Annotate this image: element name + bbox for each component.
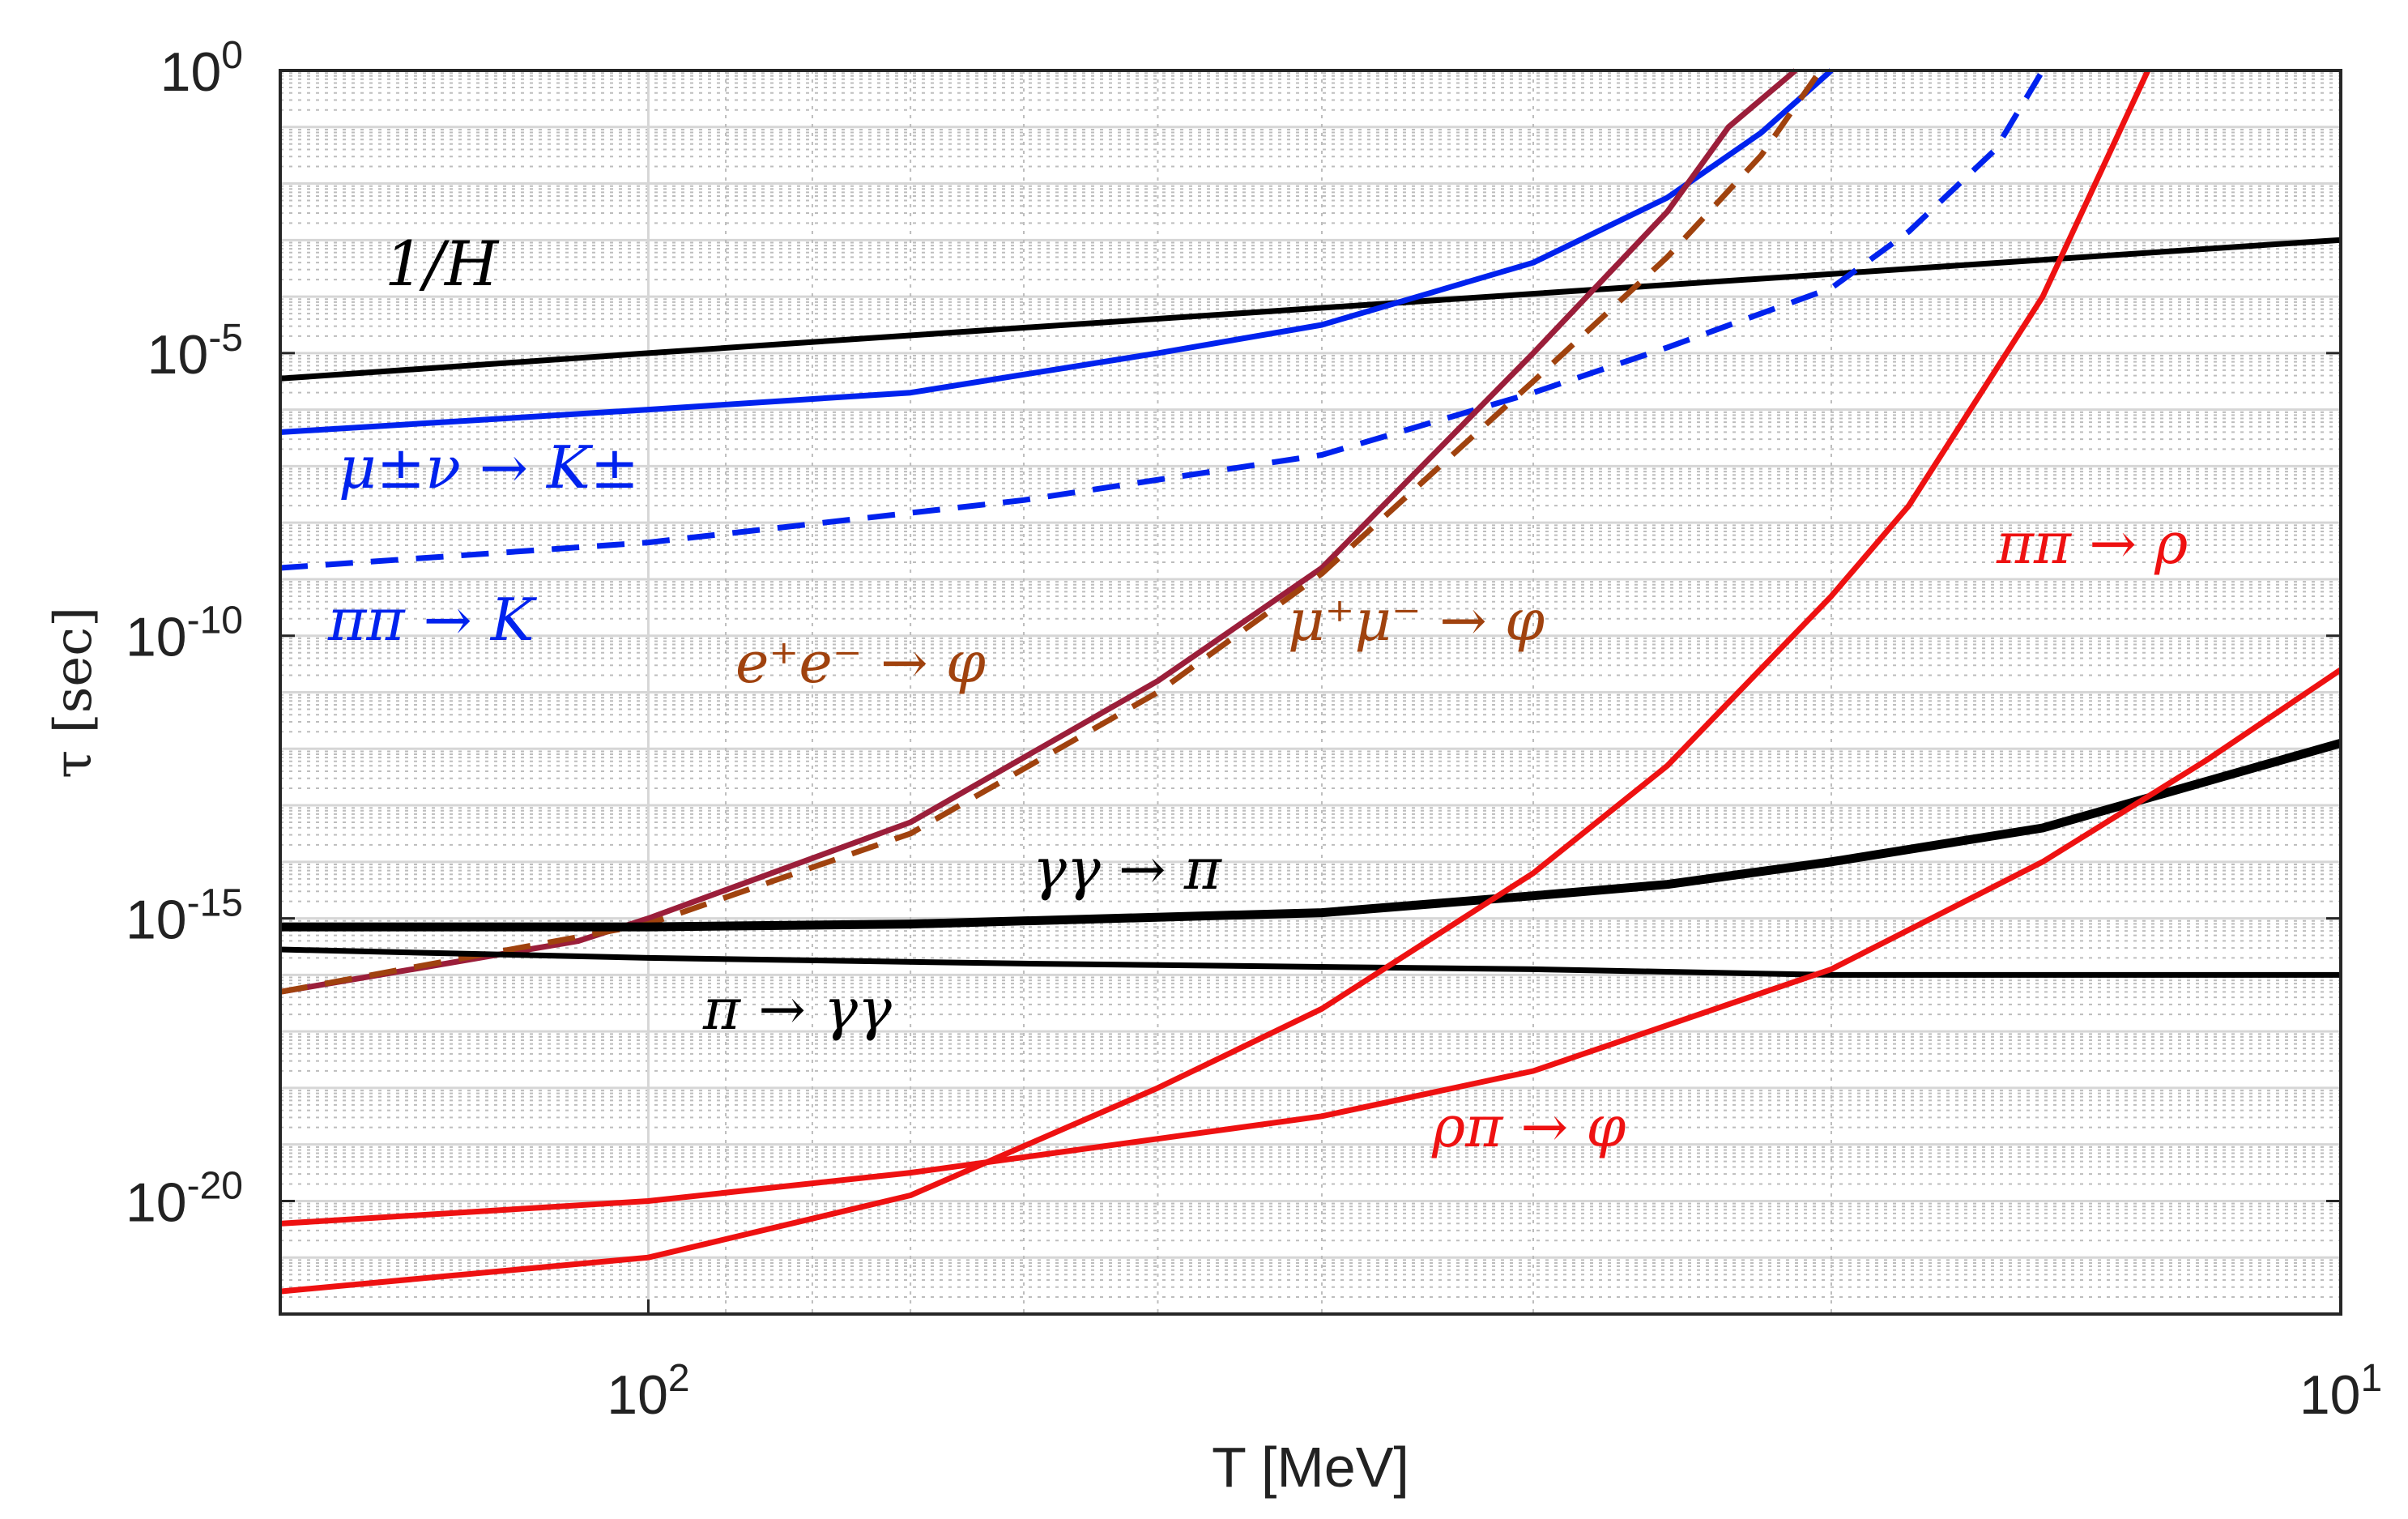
y-axis-label: τ [sec]: [44, 607, 104, 779]
label-rhopi-to-phi: ρπ → φ: [1431, 1094, 1626, 1160]
x-tick-label: 102: [607, 1357, 689, 1426]
label-mumu-to-phi: μ⁺μ⁻ → φ: [1288, 587, 1545, 654]
label-pi-to-gammagamma: π → γγ: [702, 976, 892, 1043]
y-tick-label: 10-15: [126, 882, 243, 951]
series-line-pipi_to_K: [279, 69, 2046, 571]
y-tick-label: 10-5: [147, 317, 243, 386]
plot-frame: [279, 69, 2342, 1316]
label-pipi-to-rho: ππ → ρ: [1996, 510, 2188, 577]
x-tick-label: 101: [2299, 1357, 2382, 1426]
series-line-mu_nu_to_K: [279, 68, 1834, 435]
y-tick-label: 10-20: [126, 1164, 243, 1233]
series-line-gammagamma_to_pi: [280, 739, 2342, 932]
label-gammagamma-to-pi: γγ → π: [1033, 836, 1223, 902]
series-layer: [279, 68, 2342, 1295]
series-line-rhopi_to_phi: [279, 667, 2342, 1227]
label-ee-to-phi: e⁺e⁻ → φ: [735, 629, 986, 696]
label-mu-nu-to-k: μ±ν → K±: [339, 433, 639, 501]
series-line-pipi_to_rho: [279, 69, 2151, 1295]
series-line-mumu_to_phi: [279, 68, 1823, 995]
y-tick-labels: 100 10-5 10-10 10-15 10-20: [126, 34, 243, 1233]
curve-labels: 1/H μ±ν → K± ππ → K e⁺e⁻ → φ μ⁺μ⁻ → φ ππ…: [327, 228, 2188, 1160]
label-pipi-to-k: ππ → K: [327, 586, 538, 654]
x-axis-label: T [MeV]: [1212, 1436, 1409, 1499]
series-line-1/H: [279, 237, 2342, 382]
y-tick-label: 100: [160, 34, 243, 103]
label-1-over-h: 1/H: [385, 228, 500, 300]
x-tick-labels: 102 101: [607, 1357, 2382, 1426]
series-line-pi_to_gammagamma: [279, 946, 2341, 978]
y-tick-label: 10-10: [126, 599, 243, 668]
